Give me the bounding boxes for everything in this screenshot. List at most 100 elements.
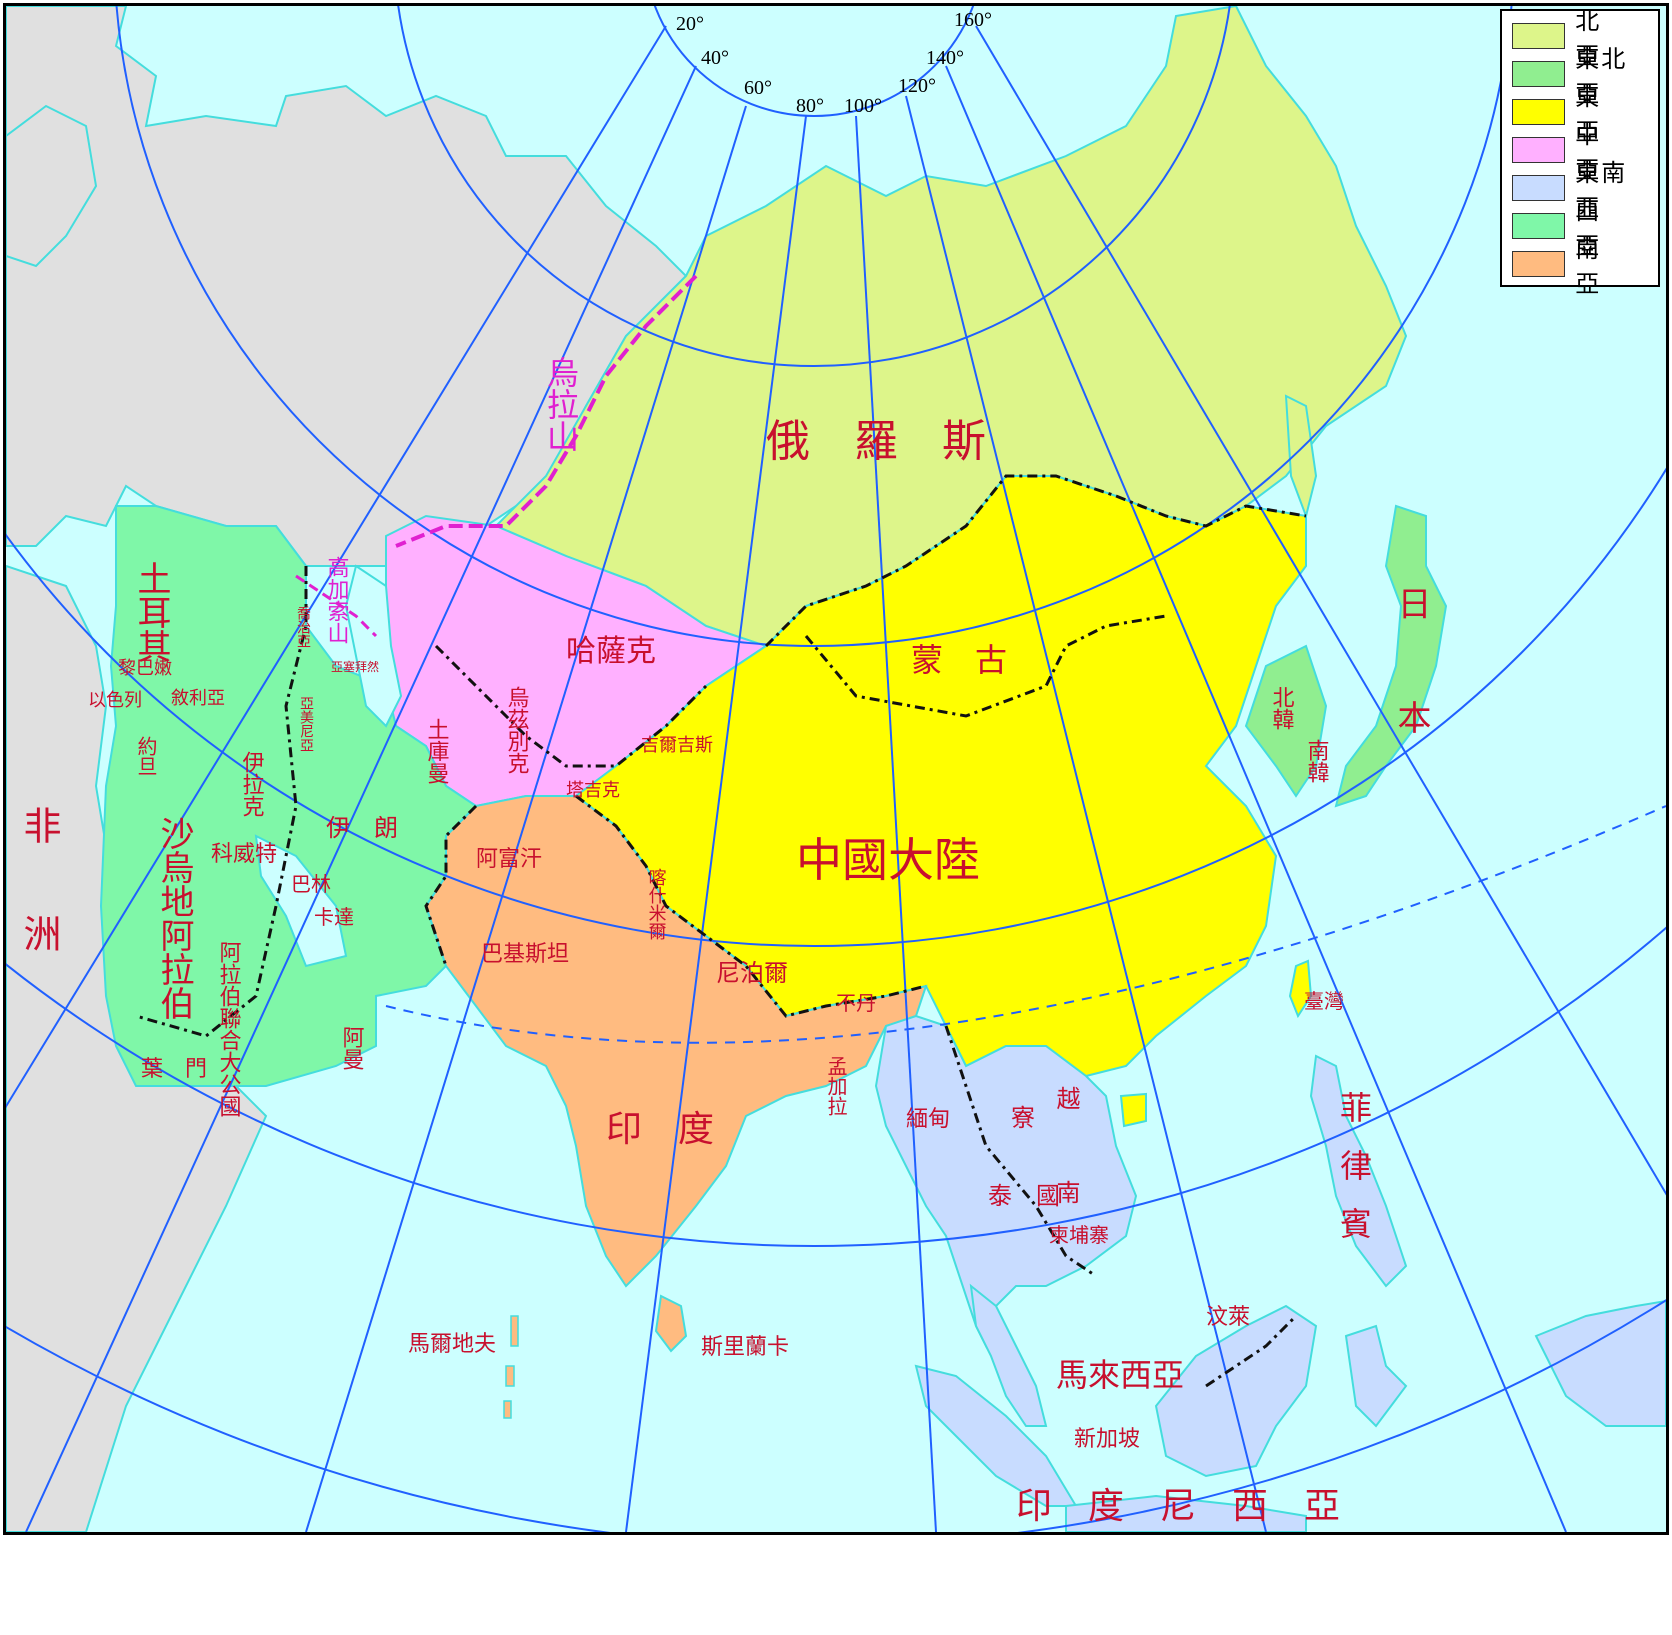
label-bhutan: 不丹 <box>836 991 876 1015</box>
label-north-korea: 北韓 <box>1269 686 1295 730</box>
label-oman: 阿曼 <box>339 1026 364 1070</box>
legend-swatch <box>1512 175 1566 201</box>
label-bahrain: 巴林 <box>291 872 331 896</box>
lon-label-100: 100° <box>844 95 882 117</box>
label-kazakhstan: 哈薩克 <box>566 634 656 669</box>
legend-item-central-asia: 中 亞 <box>1512 121 1652 184</box>
hainan-island <box>1119 1092 1147 1128</box>
legend-label: 東 亞 <box>1575 83 1628 146</box>
label-japan: 日本 <box>1391 586 1431 814</box>
label-yemen: 葉 門 <box>141 1057 207 1082</box>
graticule <box>6 6 1666 1532</box>
label-lebanon: 黎巴嫩 <box>118 658 172 679</box>
label-kashmir: 喀什米爾 <box>646 868 667 940</box>
lon-label-120: 120° <box>898 75 936 97</box>
map-canvas: 20° 40° 60° 80° 100° 120° 140° 160° 烏拉山 … <box>6 6 1666 1532</box>
ural-mountain-label: 烏拉山 <box>542 356 580 452</box>
philippines-islands <box>1309 1054 1408 1288</box>
label-cambodia: 柬埔寨 <box>1049 1223 1109 1247</box>
legend-item-southeast-asia: 東南亞 <box>1512 159 1652 222</box>
label-armenia: 亞美尼亞 <box>298 696 314 752</box>
label-kuwait: 科威特 <box>211 842 277 867</box>
legend-item-east-asia: 東 亞 <box>1512 83 1652 146</box>
asia-region-map: 20° 40° 60° 80° 100° 120° 140° 160° 烏拉山 … <box>3 3 1669 1535</box>
label-india: 印 度 <box>606 1109 714 1150</box>
tropic-line <box>385 805 1666 1044</box>
lon-label-60: 60° <box>744 77 772 99</box>
label-turkey: 土耳其 <box>131 561 171 663</box>
label-uae: 阿拉伯聯合大公國 <box>216 941 242 1117</box>
lon-label-140: 140° <box>926 47 964 69</box>
label-taiwan: 臺灣 <box>1304 989 1344 1013</box>
caucasus-mountain-line <box>295 574 378 638</box>
label-qatar: 卡達 <box>314 905 354 929</box>
sri-lanka-island <box>654 1294 688 1353</box>
legend-label: 西 亞 <box>1575 197 1628 260</box>
label-south-korea: 南韓 <box>1304 739 1330 783</box>
label-maldives: 馬爾地夫 <box>408 1332 496 1357</box>
lon-label-80: 80° <box>796 95 824 117</box>
legend-swatch <box>1512 213 1566 239</box>
legend-label: 中 亞 <box>1575 121 1628 184</box>
persian-gulf <box>254 834 348 968</box>
label-russia: 俄 羅 斯 <box>766 416 986 467</box>
japan-islands <box>1334 504 1448 808</box>
label-kyrgyzstan: 吉爾吉斯 <box>641 735 713 756</box>
legend-label: 北 亞 <box>1575 7 1628 70</box>
southeast-asia-mainland <box>874 1014 1138 1349</box>
label-malaysia: 馬來西亞 <box>1056 1356 1184 1394</box>
scandinavia-land <box>6 104 98 268</box>
label-saudi: 沙烏地阿拉伯 <box>154 816 194 1020</box>
maldives-islands <box>503 1315 519 1419</box>
country-borders <box>135 474 1307 1388</box>
label-mongolia: 蒙 古 <box>911 641 1007 679</box>
legend-swatch <box>1512 137 1566 163</box>
label-jordan: 約旦 <box>134 736 158 776</box>
label-pakistan: 巴基斯坦 <box>481 942 569 967</box>
legend-item-west-asia: 西 亞 <box>1512 197 1652 260</box>
legend-item-northeast-asia: 東北亞 <box>1512 45 1652 108</box>
malay-peninsula <box>969 1283 1048 1427</box>
caucasus-mountain-label: 高加索山 <box>324 556 350 644</box>
label-georgia: 喬治亞 <box>295 606 311 648</box>
label-tajikistan: 塔吉克 <box>566 780 620 801</box>
map-legend: 北 亞 東北亞 東 亞 中 亞 東南亞 西 亞 南 亞 <box>1500 7 1660 298</box>
legend-label: 東南亞 <box>1575 159 1628 222</box>
legend-item-north-asia: 北 亞 <box>1512 7 1652 70</box>
label-philippines: 菲律賓 <box>1335 1091 1373 1265</box>
legend-item-south-asia: 南 亞 <box>1512 235 1652 298</box>
sumatra-island <box>914 1364 1078 1507</box>
label-azerbaijan: 亞塞拜然 <box>331 659 379 674</box>
sulawesi-island <box>1344 1324 1408 1428</box>
java-island <box>1065 1494 1307 1532</box>
legend-label: 東北亞 <box>1575 45 1628 108</box>
label-laos: 寮 <box>1011 1104 1035 1132</box>
label-turkmenistan: 土庫曼 <box>424 718 450 784</box>
label-bangladesh: 孟加拉 <box>824 1056 848 1116</box>
label-syria: 敘利亞 <box>171 688 225 709</box>
label-china: 中國大陸 <box>796 833 980 887</box>
sakhalin-island <box>1284 394 1318 520</box>
label-singapore: 新加坡 <box>1074 1427 1140 1452</box>
label-vietnam: 越南 <box>1052 1086 1080 1274</box>
korea-peninsula <box>1244 644 1328 798</box>
legend-label: 南 亞 <box>1575 235 1628 298</box>
legend-swatch <box>1512 251 1566 277</box>
label-afghanistan: 阿富汗 <box>476 847 542 872</box>
borneo-island <box>1154 1304 1318 1478</box>
taiwan-island <box>1288 959 1313 1019</box>
label-myanmar: 緬甸 <box>906 1107 950 1132</box>
lon-label-160: 160° <box>954 9 992 31</box>
lon-label-20: 20° <box>676 13 704 35</box>
label-israel: 以色列 <box>88 690 142 711</box>
new-guinea-island <box>1534 1299 1666 1427</box>
legend-swatch <box>1512 99 1566 125</box>
label-thailand: 泰 國 <box>988 1182 1060 1210</box>
label-nepal: 尼泊爾 <box>716 959 788 987</box>
ural-mountain-line <box>395 274 698 548</box>
legend-swatch <box>1512 61 1566 87</box>
label-sri-lanka: 斯里蘭卡 <box>701 1335 789 1360</box>
legend-swatch <box>1512 23 1566 49</box>
label-africa: 非洲 <box>17 806 61 1022</box>
label-iraq: 伊拉克 <box>239 751 265 817</box>
